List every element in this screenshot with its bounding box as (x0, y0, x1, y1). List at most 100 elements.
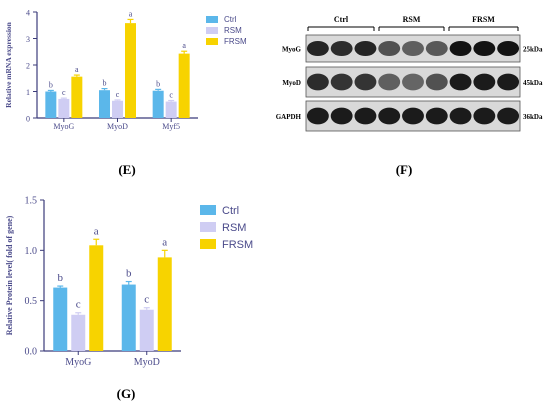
blot-size-label: 36kDa (523, 113, 543, 121)
blot-band (330, 73, 353, 91)
blot-band (306, 73, 329, 91)
x-category-label: MyoG (53, 122, 74, 131)
blot-band (449, 73, 472, 91)
y-tick-label: 1.0 (25, 246, 38, 257)
bar-frsm (125, 23, 136, 119)
blot-size-label: 45kDa (523, 79, 543, 87)
blot-band (402, 107, 424, 125)
blot-band (330, 40, 353, 57)
blot-group-label: FRSM (472, 15, 495, 24)
y-tick-label: 1.5 (25, 196, 38, 207)
blot-size-label: 25kDa (523, 46, 543, 54)
significance-letter: a (75, 65, 79, 74)
legend-label-frsm: FRSM (222, 239, 253, 251)
blot-band (425, 73, 448, 91)
blot-band (425, 107, 448, 125)
significance-letter: a (129, 9, 133, 18)
x-category-label: MyoG (65, 357, 91, 368)
blot-band (473, 40, 496, 57)
panel-label-f: (F) (396, 162, 413, 177)
bar-ctrl (45, 91, 57, 118)
bar-rsm (71, 314, 86, 351)
panel-label-e: (E) (118, 162, 135, 177)
x-category-label: MyoD (107, 122, 128, 131)
legend-swatch-rsm (200, 222, 216, 232)
y-tick-label: 0.5 (25, 296, 38, 307)
y-axis-label: Relative Protein level( fold of gene) (5, 215, 14, 335)
blot-band (306, 40, 329, 57)
blot-band (473, 73, 496, 91)
significance-letter: a (94, 225, 99, 237)
y-tick-label: 1 (26, 88, 30, 97)
legend-label-rsm: RSM (224, 26, 242, 35)
bar-frsm (71, 76, 83, 118)
y-tick-label: 2 (26, 62, 30, 71)
legend-swatch-ctrl (206, 16, 218, 23)
legend-label-rsm: RSM (222, 222, 246, 234)
bar-rsm (112, 100, 123, 118)
significance-letter: b (49, 80, 53, 89)
legend-label-ctrl: Ctrl (222, 205, 239, 217)
blot-band (354, 107, 377, 125)
significance-letter: c (62, 88, 66, 97)
bar-frsm (157, 257, 172, 351)
significance-letter: b (126, 268, 132, 280)
blot-band (306, 107, 329, 125)
x-category-label: Myf5 (162, 122, 180, 131)
blot-row-label: MyoG (282, 46, 302, 54)
blot-band (449, 40, 472, 57)
blot-band (378, 107, 401, 125)
legend-swatch-ctrl (200, 205, 216, 215)
y-tick-label: 4 (26, 9, 30, 18)
blot-band (330, 107, 353, 125)
bar-rsm (58, 98, 70, 118)
x-category-label: MyoD (134, 357, 160, 368)
bar-frsm (89, 245, 104, 351)
legend-swatch-frsm (200, 239, 216, 249)
bar-frsm (178, 53, 190, 119)
significance-letter: c (169, 91, 173, 100)
legend-swatch-rsm (206, 27, 218, 34)
significance-letter: b (58, 272, 64, 284)
blot-band (449, 107, 472, 125)
y-axis-label: Relative mRNA expression (4, 21, 13, 108)
y-tick-label: 0 (26, 115, 30, 124)
significance-letter: c (116, 90, 120, 99)
blot-band (497, 107, 520, 125)
significance-letter: b (156, 79, 160, 88)
western-blot-panel: Ctrl RSM FRSM MyoG 25kDa MyoD 45kDa GAPDH 36kDa (276, 15, 543, 132)
chart-protein-level: 0.0 0.5 1.0 1.5 Relative Protein level( fold… (5, 196, 253, 369)
blot-band (402, 73, 424, 91)
blot-band (473, 107, 496, 125)
legend-label-frsm: FRSM (224, 37, 247, 46)
significance-letter: a (182, 41, 186, 50)
blot-band (402, 40, 424, 57)
bar-ctrl (121, 284, 136, 351)
significance-letter: b (103, 79, 107, 88)
significance-letter: c (144, 294, 149, 306)
blot-group-label: RSM (403, 15, 421, 24)
legend-swatch-frsm (206, 38, 218, 45)
blot-band (497, 40, 520, 57)
blot-row-label: GAPDH (276, 113, 302, 121)
blot-band (378, 73, 401, 91)
blot-band (378, 40, 401, 57)
blot-row-label: MyoD (282, 79, 301, 87)
bar-ctrl (99, 90, 110, 118)
blot-band (354, 73, 377, 91)
significance-letter: c (76, 299, 81, 311)
blot-band (425, 40, 448, 57)
panel-label-g: (G) (117, 386, 136, 401)
blot-band (497, 73, 520, 91)
blot-group-label: Ctrl (334, 15, 349, 24)
bar-rsm (165, 101, 177, 118)
bar-ctrl (53, 287, 68, 351)
y-tick-label: 3 (26, 35, 30, 44)
blot-band (354, 40, 377, 57)
significance-letter: a (162, 236, 167, 248)
bar-ctrl (152, 90, 164, 118)
y-tick-label: 0.0 (25, 347, 38, 358)
legend-label-ctrl: Ctrl (224, 15, 237, 24)
